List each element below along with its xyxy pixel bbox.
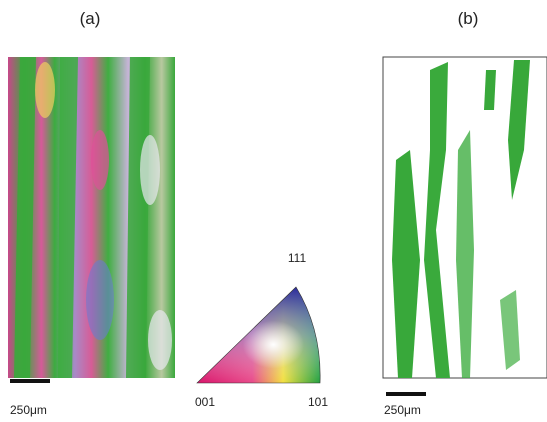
- key-label: 101: [308, 395, 328, 409]
- panel-label: (a): [80, 9, 101, 28]
- scale-label: 250μm: [384, 403, 421, 417]
- key-label: 001: [195, 395, 215, 409]
- scale-bar: [10, 379, 50, 383]
- color-key: [196, 286, 321, 384]
- scale-label: 250μm: [10, 403, 47, 417]
- scale-bar: [386, 392, 426, 396]
- key-label: 111: [288, 251, 307, 265]
- orientation-map-b: [382, 56, 547, 379]
- panel-label: (b): [458, 9, 479, 28]
- orientation-map-a: [8, 57, 175, 378]
